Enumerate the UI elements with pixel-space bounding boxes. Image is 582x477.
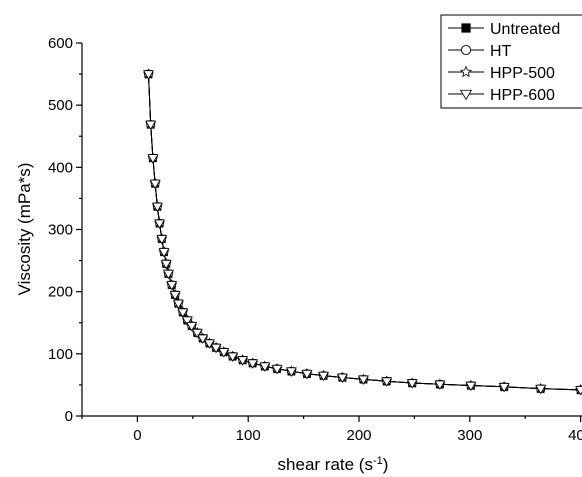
data-point bbox=[227, 352, 239, 362]
data-point bbox=[158, 248, 170, 258]
x-tick-label: 200 bbox=[346, 427, 371, 444]
data-point bbox=[186, 322, 198, 332]
data-point bbox=[357, 375, 369, 385]
legend: Untreated HT HPP-500 HPP-600 bbox=[440, 14, 582, 109]
y-tick-label: 0 bbox=[65, 408, 73, 425]
x-tick-label: 0 bbox=[133, 427, 141, 444]
data-point bbox=[336, 373, 348, 384]
x-tick-label: 400 bbox=[568, 427, 582, 444]
data-point bbox=[177, 308, 189, 318]
data-point bbox=[181, 316, 193, 326]
legend-entry: HPP-600 bbox=[448, 87, 555, 104]
data-point bbox=[498, 383, 510, 393]
series-hpp-600 bbox=[142, 70, 582, 396]
data-point bbox=[162, 269, 174, 280]
legend-entry: HT bbox=[448, 43, 512, 60]
x-axis-label: shear rate (s-1) bbox=[278, 455, 389, 474]
data-point bbox=[154, 219, 166, 229]
data-point bbox=[301, 369, 313, 380]
data-point bbox=[191, 328, 203, 339]
legend-entry: Untreated bbox=[448, 21, 560, 38]
data-point bbox=[465, 381, 477, 392]
data-point bbox=[247, 359, 259, 369]
data-point bbox=[271, 364, 283, 375]
x-tick-label: 300 bbox=[457, 427, 482, 444]
y-ticks: 0 100 200 300 400 500 600 bbox=[48, 35, 82, 425]
y-tick-label: 100 bbox=[48, 346, 73, 363]
data-point bbox=[434, 380, 446, 390]
y-axis-label: Viscosity (mPa*s) bbox=[15, 163, 34, 296]
data-point bbox=[535, 384, 547, 395]
x-ticks: 0 100 200 300 400 bbox=[81, 416, 582, 444]
data-point bbox=[160, 259, 172, 270]
data-point bbox=[218, 348, 230, 358]
data-point bbox=[381, 377, 393, 387]
data-point bbox=[575, 386, 582, 396]
data-point bbox=[151, 202, 163, 213]
y-tick-label: 600 bbox=[48, 35, 73, 52]
data-point bbox=[169, 291, 181, 301]
legend-label: Untreated bbox=[490, 21, 560, 38]
data-point bbox=[285, 367, 297, 377]
y-tick-label: 300 bbox=[48, 222, 73, 239]
y-tick-label: 500 bbox=[48, 97, 73, 114]
data-point bbox=[149, 179, 161, 190]
legend-label: HT bbox=[490, 43, 512, 60]
data-point bbox=[318, 371, 330, 382]
data-point bbox=[156, 235, 168, 245]
data-point bbox=[237, 356, 249, 366]
data-point bbox=[145, 120, 157, 131]
data-point bbox=[147, 154, 159, 164]
legend-entry: HPP-500 bbox=[448, 65, 555, 82]
y-tick-label: 200 bbox=[48, 284, 73, 301]
x-tick-label: 100 bbox=[236, 427, 261, 444]
legend-label: HPP-600 bbox=[490, 87, 555, 104]
data-point bbox=[259, 362, 271, 372]
data-point bbox=[406, 379, 418, 389]
data-point bbox=[197, 334, 209, 344]
legend-label: HPP-500 bbox=[490, 65, 555, 82]
data-point bbox=[172, 299, 184, 310]
series-layer bbox=[142, 68, 582, 396]
y-tick-label: 400 bbox=[48, 159, 73, 176]
data-point bbox=[166, 281, 178, 291]
data-point bbox=[142, 70, 154, 80]
